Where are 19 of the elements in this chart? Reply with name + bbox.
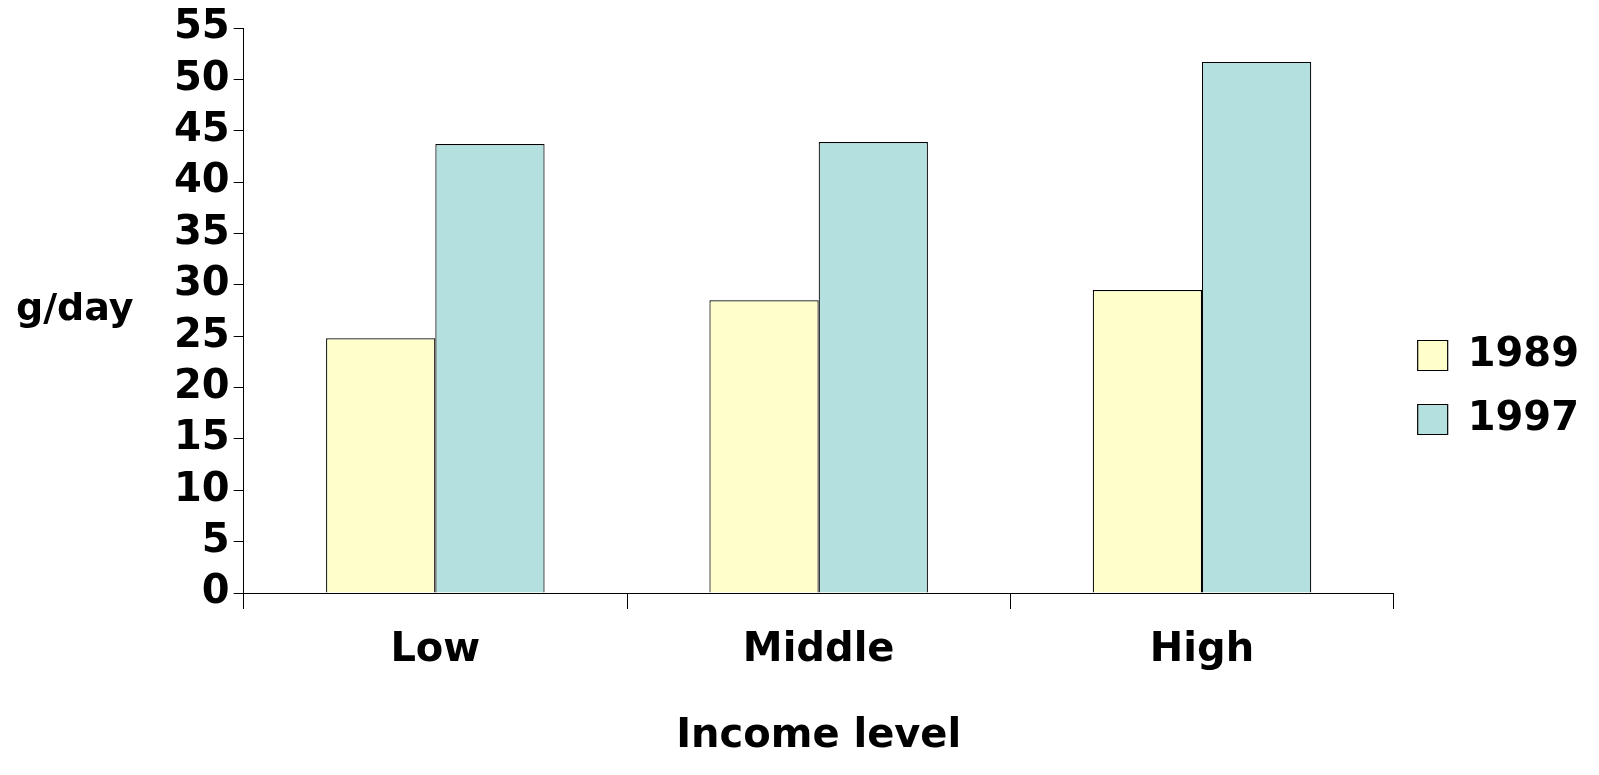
y-tick-label: 55: [173, 1, 230, 48]
y-tick-label: 0: [201, 566, 230, 613]
y-tick-label: 15: [173, 412, 230, 459]
y-tick-label: 10: [173, 463, 230, 510]
y-tick-label: 40: [173, 155, 230, 202]
y-tick-label: 35: [173, 206, 230, 253]
y-tick-label: 45: [173, 104, 230, 151]
y-tick-label: 5: [201, 515, 230, 562]
x-tick-label: High: [1149, 624, 1255, 671]
legend-label: 1989: [1467, 328, 1579, 375]
y-tick-label: 30: [173, 258, 230, 305]
x-axis-title: Income level: [676, 710, 962, 757]
y-tick-label: 25: [173, 309, 230, 356]
x-tick-label: Low: [390, 624, 481, 671]
y-tick-label: 50: [173, 52, 230, 99]
y-tick-label: 20: [173, 360, 230, 407]
legend-label: 1997: [1467, 392, 1579, 439]
y-axis-title: g/day: [16, 285, 134, 330]
x-tick-label: Middle: [742, 624, 895, 671]
